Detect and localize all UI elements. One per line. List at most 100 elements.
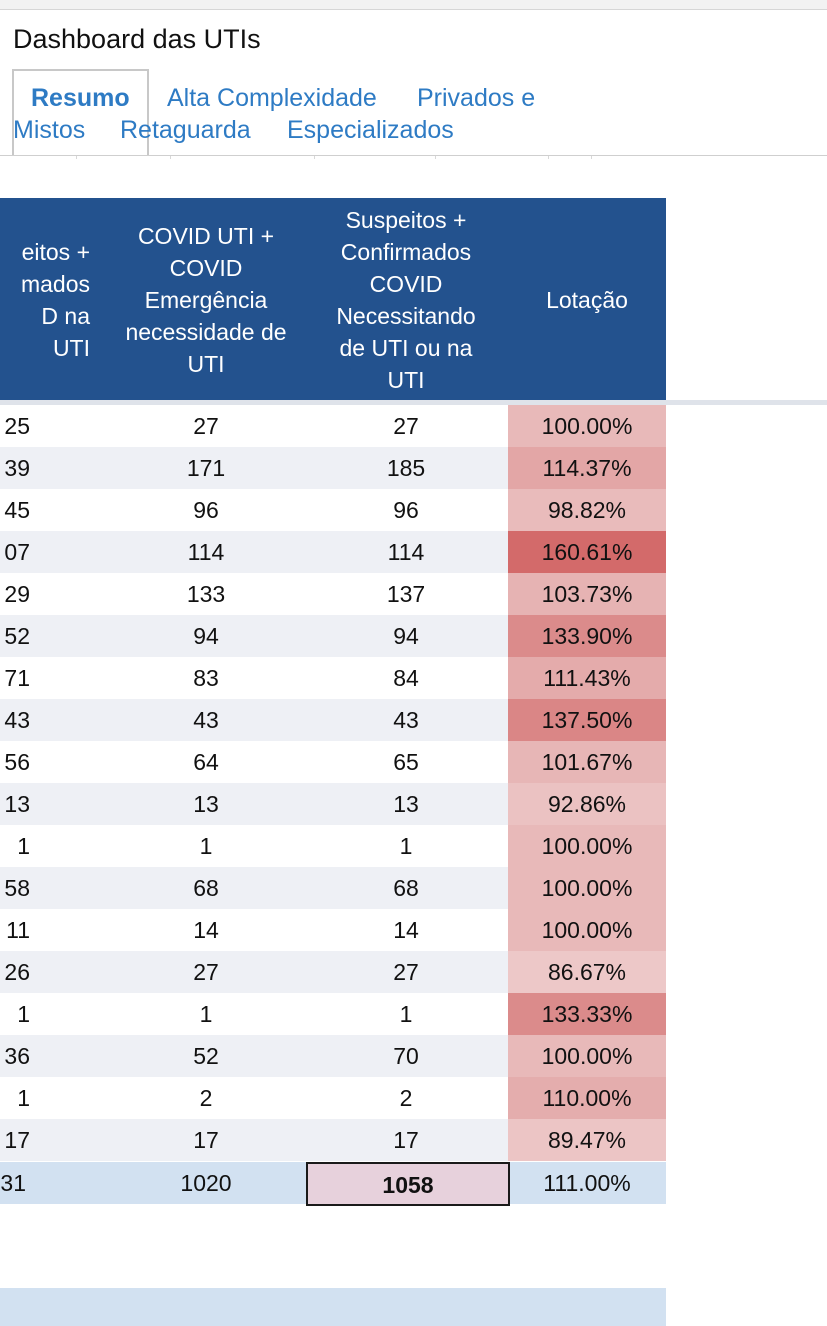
cell-suspeitos-confirmados-necessitando[interactable]: 17 [393, 1127, 419, 1153]
cell-lotacao[interactable]: 133.90% [508, 615, 666, 657]
cell-covid-uti-emergencia[interactable]: 14 [193, 917, 219, 943]
header-lotacao: Lotação [546, 286, 628, 313]
cell-lotacao[interactable]: 101.67% [508, 741, 666, 783]
cell-suspeitos-confirmados-uti[interactable]: 45 [4, 497, 30, 523]
active-tab-frame [12, 69, 149, 155]
tab-privados-e-mistos-continued[interactable]: Mistos [13, 116, 86, 144]
total-suspeitos-confirmados-uti[interactable]: 31 [0, 1170, 26, 1196]
cell-lotacao[interactable]: 100.00% [508, 1035, 666, 1077]
table-row: 52 94 94 133.90% [0, 615, 666, 657]
cell-suspeitos-confirmados-uti[interactable]: 52 [4, 623, 30, 649]
table-row: 1 1 1 133.33% [0, 993, 666, 1035]
cell-lotacao[interactable]: 100.00% [508, 405, 666, 447]
cell-lotacao[interactable]: 92.86% [508, 783, 666, 825]
table-header [0, 198, 666, 401]
tab-alta-complexidade[interactable]: Alta Complexidade [167, 84, 377, 112]
cell-suspeitos-confirmados-uti[interactable]: 58 [4, 875, 30, 901]
cell-suspeitos-confirmados-uti[interactable]: 1 [17, 833, 30, 859]
cell-suspeitos-confirmados-necessitando[interactable]: 114 [387, 539, 425, 565]
cell-lotacao[interactable]: 111.43% [508, 657, 666, 699]
cell-lotacao[interactable]: 110.00% [508, 1077, 666, 1119]
cell-lotacao[interactable]: 160.61% [508, 531, 666, 573]
header-covid-uti-emergencia: COVID UTI + COVID Emergência necessidade… [125, 222, 287, 377]
cell-lotacao[interactable]: 100.00% [508, 867, 666, 909]
cell-covid-uti-emergencia[interactable]: 1 [199, 1001, 213, 1027]
cell-covid-uti-emergencia[interactable]: 43 [193, 707, 219, 733]
tab-resumo[interactable]: Resumo [31, 84, 130, 112]
cell-suspeitos-confirmados-necessitando[interactable]: 27 [393, 959, 419, 985]
cell-suspeitos-confirmados-necessitando[interactable]: 70 [393, 1043, 419, 1069]
cell-lotacao[interactable]: 100.00% [508, 909, 666, 951]
cell-suspeitos-confirmados-uti[interactable]: 07 [4, 539, 30, 565]
cell-suspeitos-confirmados-uti[interactable]: 1 [17, 1085, 30, 1111]
browser-top-edge [0, 0, 827, 10]
cell-suspeitos-confirmados-necessitando[interactable]: 13 [393, 791, 419, 817]
cell-suspeitos-confirmados-uti[interactable]: 39 [4, 455, 30, 481]
header-suspeitos-confirmados-necessitando: Suspeitos + Confirmados COVID Necessitan… [336, 206, 476, 393]
cell-suspeitos-confirmados-necessitando[interactable]: 14 [393, 917, 419, 943]
cell-suspeitos-confirmados-uti[interactable]: 26 [4, 959, 30, 985]
cell-suspeitos-confirmados-necessitando[interactable]: 27 [393, 413, 419, 439]
cell-lotacao[interactable]: 86.67% [508, 951, 666, 993]
cell-covid-uti-emergencia[interactable]: 13 [193, 791, 219, 817]
dashboard-title: Dashboard das UTIs [13, 24, 261, 54]
table-row: 11 14 14 100.00% [0, 909, 666, 951]
cell-covid-uti-emergencia[interactable]: 83 [193, 665, 219, 691]
cell-suspeitos-confirmados-uti[interactable]: 25 [4, 413, 30, 439]
cell-covid-uti-emergencia[interactable]: 52 [193, 1043, 219, 1069]
cell-suspeitos-confirmados-necessitando[interactable]: 43 [393, 707, 419, 733]
table-row: 43 43 43 137.50% [0, 699, 666, 741]
cell-covid-uti-emergencia[interactable]: 96 [193, 497, 219, 523]
cell-covid-uti-emergencia[interactable]: 68 [193, 875, 219, 901]
tab-especializados[interactable]: Especializados [287, 116, 454, 144]
cell-lotacao[interactable]: 89.47% [508, 1119, 666, 1161]
cell-lotacao[interactable]: 133.33% [508, 993, 666, 1035]
cell-lotacao[interactable]: 137.50% [508, 699, 666, 741]
table-row: 45 96 96 98.82% [0, 489, 666, 531]
table-row: 56 64 65 101.67% [0, 741, 666, 783]
cell-covid-uti-emergencia[interactable]: 94 [193, 623, 219, 649]
cell-suspeitos-confirmados-necessitando[interactable]: 68 [393, 875, 419, 901]
cell-suspeitos-confirmados-necessitando[interactable]: 137 [386, 581, 426, 607]
cell-suspeitos-confirmados-uti[interactable]: 29 [4, 581, 30, 607]
tab-privados-e-mistos[interactable]: Privados e [417, 84, 536, 112]
cell-covid-uti-emergencia[interactable]: 2 [199, 1085, 213, 1111]
cell-covid-uti-emergencia[interactable]: 171 [186, 455, 226, 481]
cell-covid-uti-emergencia[interactable]: 133 [186, 581, 226, 607]
cell-suspeitos-confirmados-uti[interactable]: 71 [4, 665, 30, 691]
cell-suspeitos-confirmados-necessitando[interactable]: 84 [393, 665, 419, 691]
next-table-section [0, 1288, 666, 1326]
cell-suspeitos-confirmados-uti[interactable]: 13 [4, 791, 30, 817]
total-lotacao[interactable]: 111.00% [543, 1170, 631, 1196]
cell-suspeitos-confirmados-necessitando[interactable]: 94 [393, 623, 419, 649]
tab-retaguarda[interactable]: Retaguarda [120, 116, 251, 144]
cell-lotacao[interactable]: 100.00% [508, 825, 666, 867]
cell-covid-uti-emergencia[interactable]: 17 [193, 1127, 219, 1153]
cell-covid-uti-emergencia[interactable]: 27 [193, 959, 219, 985]
cell-lotacao[interactable]: 114.37% [508, 447, 666, 489]
cell-suspeitos-confirmados-uti[interactable]: 17 [4, 1127, 30, 1153]
cell-covid-uti-emergencia[interactable]: 114 [187, 539, 225, 565]
cell-suspeitos-confirmados-necessitando[interactable]: 185 [386, 455, 426, 481]
table-row: 07 114 114 160.61% [0, 531, 666, 573]
cell-suspeitos-confirmados-necessitando[interactable]: 96 [393, 497, 419, 523]
table-total-row: 31 1020 1058 111.00% [0, 1162, 666, 1206]
total-covid-uti-emergencia[interactable]: 1020 [180, 1170, 232, 1196]
total-necessitando-selected-cell[interactable]: 1058 [306, 1162, 510, 1206]
cell-covid-uti-emergencia[interactable]: 1 [199, 833, 213, 859]
cell-suspeitos-confirmados-necessitando[interactable]: 1 [399, 1001, 413, 1027]
cell-suspeitos-confirmados-uti[interactable]: 1 [17, 1001, 30, 1027]
cell-lotacao[interactable]: 98.82% [508, 489, 666, 531]
table-row: 13 13 13 92.86% [0, 783, 666, 825]
cell-lotacao[interactable]: 103.73% [508, 573, 666, 615]
cell-suspeitos-confirmados-necessitando[interactable]: 2 [399, 1085, 413, 1111]
cell-suspeitos-confirmados-necessitando[interactable]: 1 [399, 833, 413, 859]
cell-covid-uti-emergencia[interactable]: 64 [193, 749, 219, 775]
cell-suspeitos-confirmados-uti[interactable]: 56 [4, 749, 30, 775]
cell-suspeitos-confirmados-uti[interactable]: 43 [4, 707, 30, 733]
cell-covid-uti-emergencia[interactable]: 27 [193, 413, 219, 439]
tabs-divider [0, 155, 827, 156]
cell-suspeitos-confirmados-uti[interactable]: 36 [4, 1043, 30, 1069]
cell-suspeitos-confirmados-necessitando[interactable]: 65 [393, 749, 419, 775]
cell-suspeitos-confirmados-uti[interactable]: 11 [6, 917, 30, 943]
